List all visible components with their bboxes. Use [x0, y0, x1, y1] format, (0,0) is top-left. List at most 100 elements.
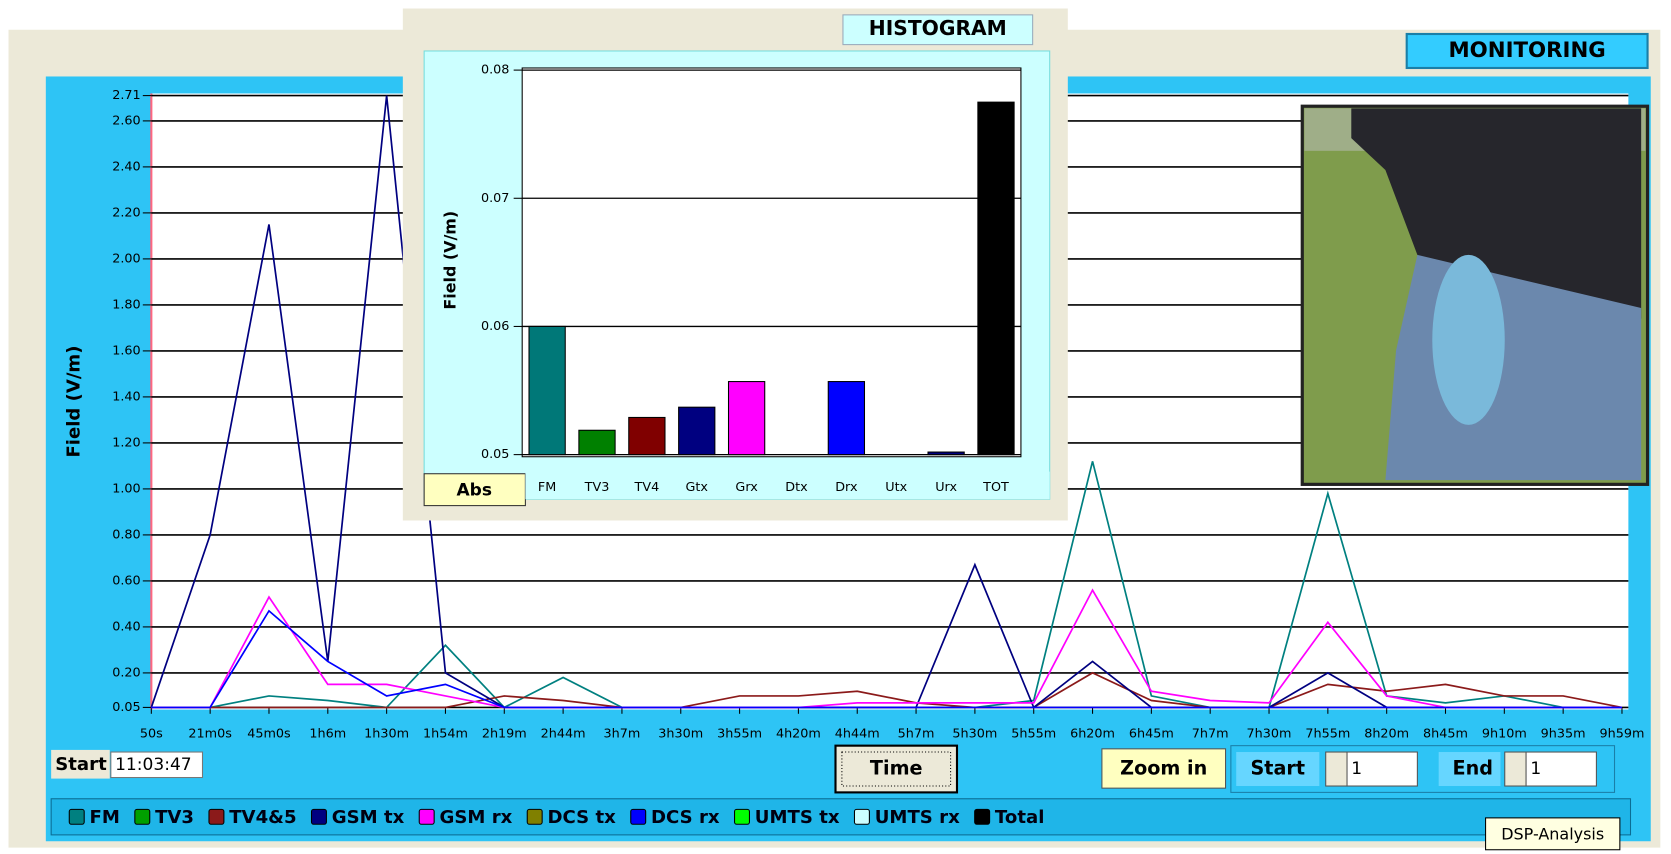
series-line	[151, 609, 1622, 709]
monitoring-box	[1405, 32, 1649, 70]
x-tick-label: 7h30m	[1247, 726, 1292, 741]
histogram-chart: 0.05 0.06 0.07 0.08 FM TV3 TV4 Gtx Grx Dtx Drx Utx U…	[481, 63, 1050, 500]
x-tick-label: Dtx	[785, 480, 808, 495]
abs-button[interactable]	[423, 473, 526, 507]
abs-button-label[interactable]: Abs	[456, 481, 492, 501]
x-tick-label: TV3	[584, 480, 610, 495]
range-start-field[interactable]	[1346, 751, 1418, 787]
x-tick-label: 7h7m	[1192, 726, 1229, 741]
x-tick-label: 4h44m	[835, 726, 880, 741]
x-tick-label: Drx	[835, 480, 858, 495]
x-tick-label: 1h54m	[423, 726, 468, 741]
legend-swatch	[974, 808, 991, 825]
time-button-label[interactable]: Time	[870, 757, 923, 780]
y-tick-label: 0.40	[112, 619, 140, 634]
legend-label: TV4&5	[229, 807, 296, 828]
legend-swatch	[630, 808, 647, 825]
photo-device	[1432, 254, 1505, 425]
zoom-button[interactable]	[1101, 748, 1227, 789]
y-axis-label: Field (V/m)	[64, 345, 85, 457]
x-tick-label: 6h20m	[1070, 726, 1115, 741]
x-tick-label: 3h7m	[604, 726, 641, 741]
tooltip: DSP-Analysis	[1501, 824, 1604, 843]
y-tick-label: 0.07	[481, 191, 509, 206]
photo	[1300, 104, 1650, 486]
range-end-field[interactable]	[1525, 751, 1597, 787]
y-tick-label: 2.40	[112, 159, 140, 174]
x-tick-label: 8h45m	[1423, 726, 1468, 741]
bar	[628, 416, 666, 456]
range-start-value[interactable]: 1	[1351, 759, 1362, 779]
legend-swatch	[134, 808, 151, 825]
main-title: MONITORING	[1448, 38, 1605, 63]
range-start-spinner[interactable]	[1325, 751, 1348, 787]
x-tick-label: 45m0s	[247, 726, 291, 741]
y-tick-label: 1.20	[112, 435, 140, 450]
y-tick-label: 1.60	[112, 343, 140, 358]
x-tick-label: 5h7m	[898, 726, 935, 741]
x-tick-label: 4h20m	[776, 726, 821, 741]
x-tick-label: 9h59m	[1600, 726, 1645, 741]
bar	[528, 325, 566, 456]
tooltip-box	[1485, 817, 1621, 851]
legend-label: GSM tx	[332, 807, 405, 828]
bar	[977, 101, 1015, 456]
x-tick-label: 1h30m	[364, 726, 409, 741]
range-end-spinner[interactable]	[1504, 751, 1527, 787]
time-button[interactable]	[834, 744, 959, 794]
legend-swatch	[526, 808, 543, 825]
zoom-button-label[interactable]: Zoom in	[1120, 757, 1207, 780]
time-button-focus	[841, 751, 952, 787]
y-tick-label: 1.40	[112, 389, 140, 404]
legend-label: DCS rx	[651, 807, 720, 828]
y-tick-label: 0.05	[481, 447, 509, 462]
legend-label: Total	[995, 807, 1044, 828]
histogram-title-box	[842, 14, 1034, 46]
x-tick-label: 9h10m	[1482, 726, 1527, 741]
bar	[927, 451, 965, 456]
x-tick-label: TOT	[982, 480, 1009, 495]
bar	[678, 406, 716, 456]
legend-swatch	[853, 808, 870, 825]
legend-label: FM	[90, 807, 120, 828]
y-tick-label: 1.00	[112, 481, 140, 496]
x-tick-label: 50s	[140, 726, 163, 741]
y-tick-label: 2.20	[112, 205, 140, 220]
y-tick-label: 0.08	[481, 63, 509, 78]
range-end-box	[1438, 752, 1501, 787]
x-tick-label: 5h55m	[1011, 726, 1056, 741]
start-label: Start	[55, 754, 107, 775]
x-tick-label: 7h55m	[1305, 726, 1350, 741]
x-tick-label: Grx	[735, 480, 758, 495]
bar	[578, 429, 616, 456]
legend-swatch	[68, 808, 85, 825]
range-end-value[interactable]: 1	[1530, 759, 1541, 779]
y-tick-label: 0.60	[112, 573, 140, 588]
y-tick-label: 2.00	[112, 251, 140, 266]
x-tick-label: 5h30m	[952, 726, 997, 741]
x-tick-label: 8h20m	[1364, 726, 1409, 741]
legend-label: UMTS tx	[755, 807, 840, 828]
legend-label: GSM rx	[439, 807, 512, 828]
start-label-box	[51, 749, 110, 779]
x-tick-label: FM	[538, 480, 556, 495]
y-tick-label: 0.06	[481, 319, 509, 334]
start-time-field[interactable]	[110, 751, 204, 779]
histogram-y-label: Field (V/m)	[440, 211, 459, 310]
x-tick-label: 3h30m	[658, 726, 703, 741]
y-tick-label: 2.60	[112, 113, 140, 128]
x-tick-label: 1h6m	[309, 726, 346, 741]
legend: FM TV3 TV4&5 GSM tx GSM rx DCS tx DCS rx UMTS t…	[68, 807, 1044, 828]
range-start-box	[1236, 752, 1320, 787]
x-tick-label: 3h55m	[717, 726, 762, 741]
y-tick-label: 2.71	[112, 88, 140, 103]
x-tick-label: 2h44m	[541, 726, 586, 741]
legend-swatch	[418, 808, 435, 825]
histogram-plot-area	[521, 67, 1022, 458]
x-tick-label: Gtx	[686, 480, 709, 495]
start-time[interactable]: 11:03:47	[115, 755, 192, 775]
x-tick-label: TV4	[634, 480, 660, 495]
photo-shirt	[1351, 108, 1642, 330]
y-tick-label: 1.80	[112, 297, 140, 312]
